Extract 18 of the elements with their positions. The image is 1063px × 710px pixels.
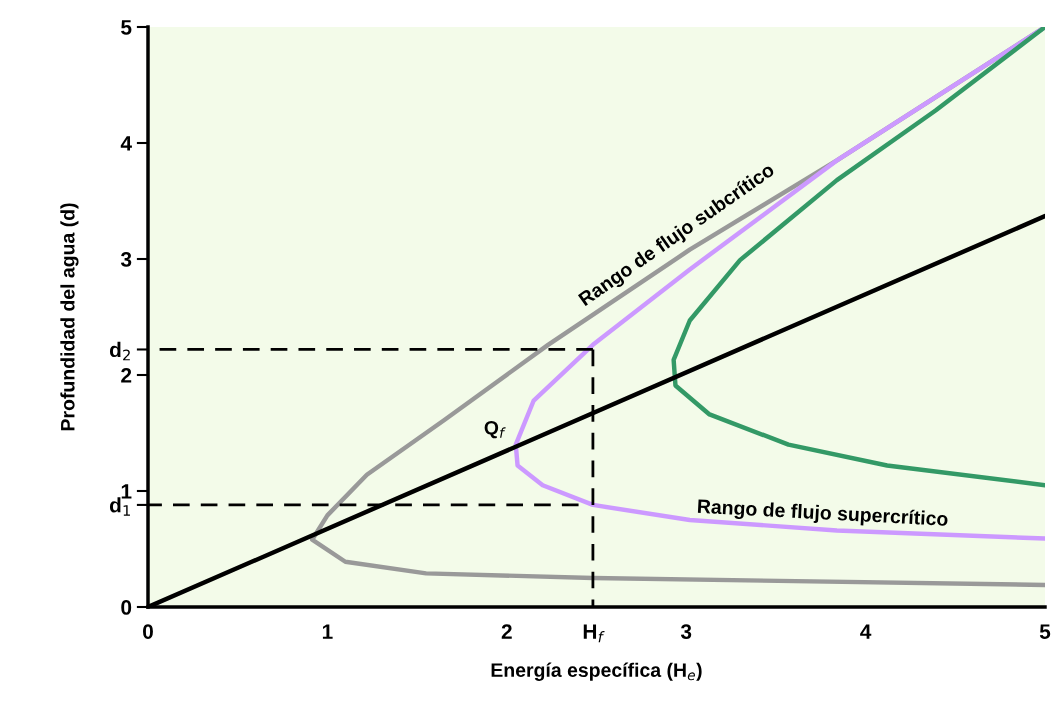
x-tick-label: 4 <box>860 624 872 639</box>
y-tick-label: 5 <box>121 20 132 35</box>
x-tick-label: 1 <box>322 624 333 639</box>
x-tick-label: H$_{f}$ <box>583 624 605 643</box>
y-tick-label: 0 <box>121 600 132 615</box>
y-tick-label: 1 <box>121 484 132 499</box>
y-tick-label: 3 <box>120 252 132 267</box>
x-tick-label: 5 <box>1039 624 1051 639</box>
x-tick-label: 2 <box>501 624 512 639</box>
x-tick-label: 3 <box>680 624 692 639</box>
y-tick-label: d$_{2}$ <box>109 341 130 361</box>
y-tick-label: 4 <box>120 136 132 151</box>
y-axis-title: Profundidad del agua (d) <box>60 203 79 431</box>
annotation: Rango de flujo supercrítico <box>697 498 948 530</box>
annotation: Q$_{f}$ <box>484 420 506 439</box>
y-tick-label: 2 <box>121 368 132 383</box>
x-tick-label: 0 <box>143 624 153 639</box>
x-axis-title: Energía específica (H$_{e}$) <box>491 662 702 681</box>
